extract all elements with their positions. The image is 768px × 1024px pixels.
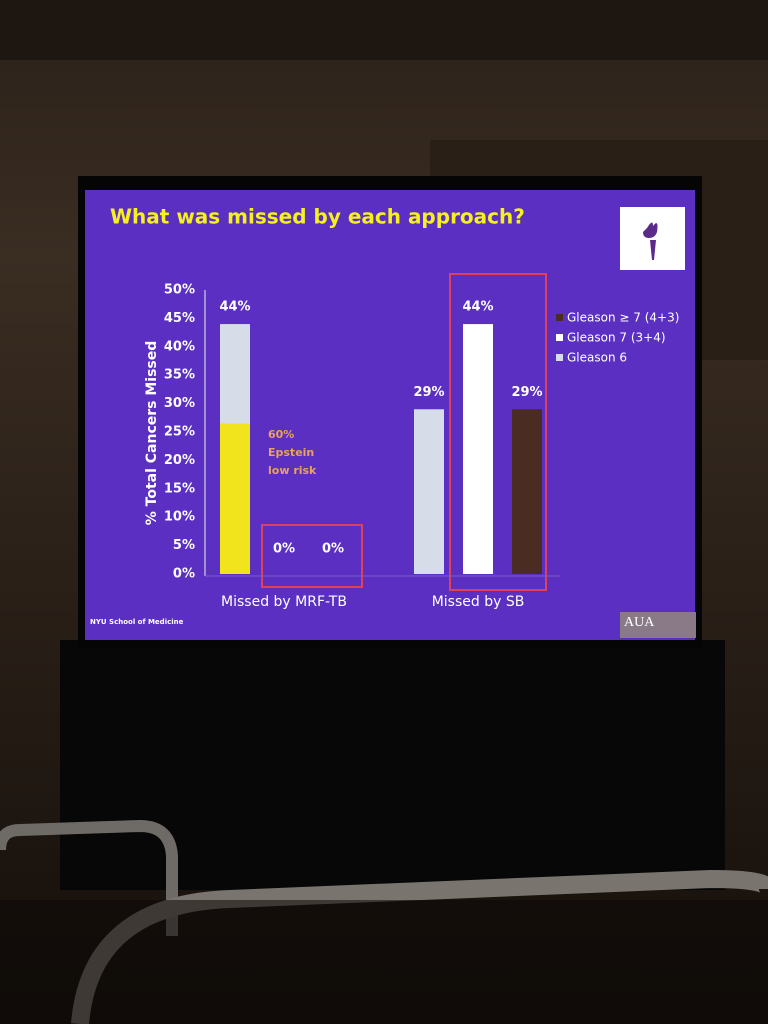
bar (463, 324, 493, 574)
footer-right: AUA (624, 615, 655, 630)
x-tick-label: Missed by MRF-TB (221, 594, 347, 610)
y-tick-label: 20% (164, 453, 195, 468)
ceiling (0, 0, 768, 60)
legend-swatch (556, 314, 563, 321)
value-label: 29% (413, 385, 444, 400)
y-tick-label: 5% (173, 538, 195, 553)
y-tick-label: 15% (164, 481, 195, 496)
bar (414, 409, 444, 574)
y-tick-label: 30% (164, 396, 195, 411)
highlight-box (449, 273, 547, 591)
y-tick-label: 25% (164, 425, 195, 440)
y-axis-label: % Total Cancers Missed (144, 341, 160, 526)
legend-label: Gleason 7 (3+4) (567, 331, 666, 345)
value-label: 0% (273, 542, 295, 557)
y-tick-label: 45% (164, 311, 195, 326)
value-label: 44% (219, 300, 250, 315)
y-tick-label: 0% (173, 567, 195, 582)
logo-box (620, 207, 685, 270)
legend-swatch (556, 334, 563, 341)
value-label: 0% (322, 542, 344, 557)
legend-label: Gleason ≥ 7 (4+3) (567, 311, 679, 325)
legend-label: Gleason 6 (567, 351, 627, 365)
highlight-segment (220, 423, 250, 574)
chart-title: What was missed by each approach? (110, 205, 525, 229)
annotation: 60% (268, 428, 294, 441)
value-label: 29% (511, 385, 542, 400)
y-tick-label: 40% (164, 339, 195, 354)
slide (85, 190, 695, 640)
torch-icon (643, 222, 658, 260)
annotation: low risk (268, 464, 317, 477)
annotation: Epstein (268, 446, 314, 459)
chair-back (0, 819, 178, 936)
highlight-box (261, 524, 363, 588)
x-tick-label: Missed by SB (432, 594, 525, 610)
bar (512, 409, 542, 574)
footer-left: NYU School of Medicine (90, 618, 184, 626)
footer-logo (620, 612, 696, 638)
value-label: 44% (462, 300, 493, 315)
legend-swatch (556, 354, 563, 361)
y-tick-label: 35% (164, 368, 195, 383)
y-tick-label: 10% (164, 510, 195, 525)
screen-skirt (60, 640, 725, 890)
y-tick-label: 50% (164, 283, 195, 298)
foreground-shadow (0, 900, 768, 1024)
